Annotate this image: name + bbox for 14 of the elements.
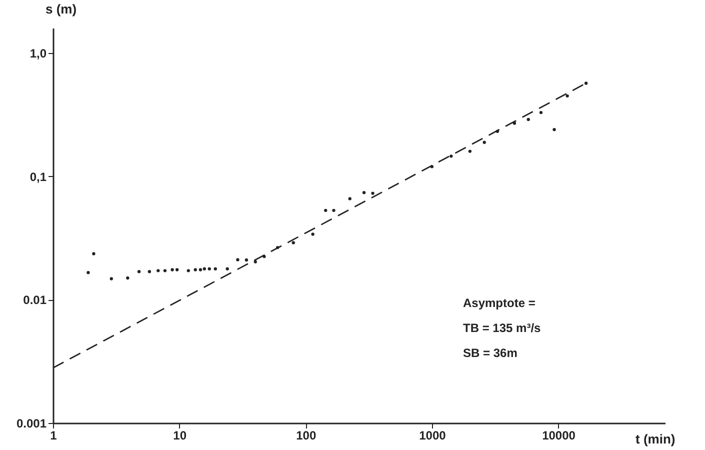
x-tick-label: 1000 xyxy=(419,428,446,442)
annotation: TB = 135 m³/s xyxy=(463,321,542,335)
annotation: Asymptote = xyxy=(463,296,536,310)
x-tick-label: 100 xyxy=(296,428,316,442)
x-tick-label: 10 xyxy=(173,428,187,442)
y-tick-label: 1,0 xyxy=(30,46,47,61)
x-axis-title: t (min) xyxy=(636,432,676,446)
y-axis-title: s (m) xyxy=(46,2,77,16)
x-tick-label: 10000 xyxy=(542,428,576,442)
y-tick-label: 0.01 xyxy=(23,293,47,308)
y-tick-label: 0.001 xyxy=(16,416,47,430)
y-tick-label: 0,1 xyxy=(30,170,47,184)
annotation: SB = 36m xyxy=(463,346,518,360)
x-tick-label: 1 xyxy=(50,428,58,442)
